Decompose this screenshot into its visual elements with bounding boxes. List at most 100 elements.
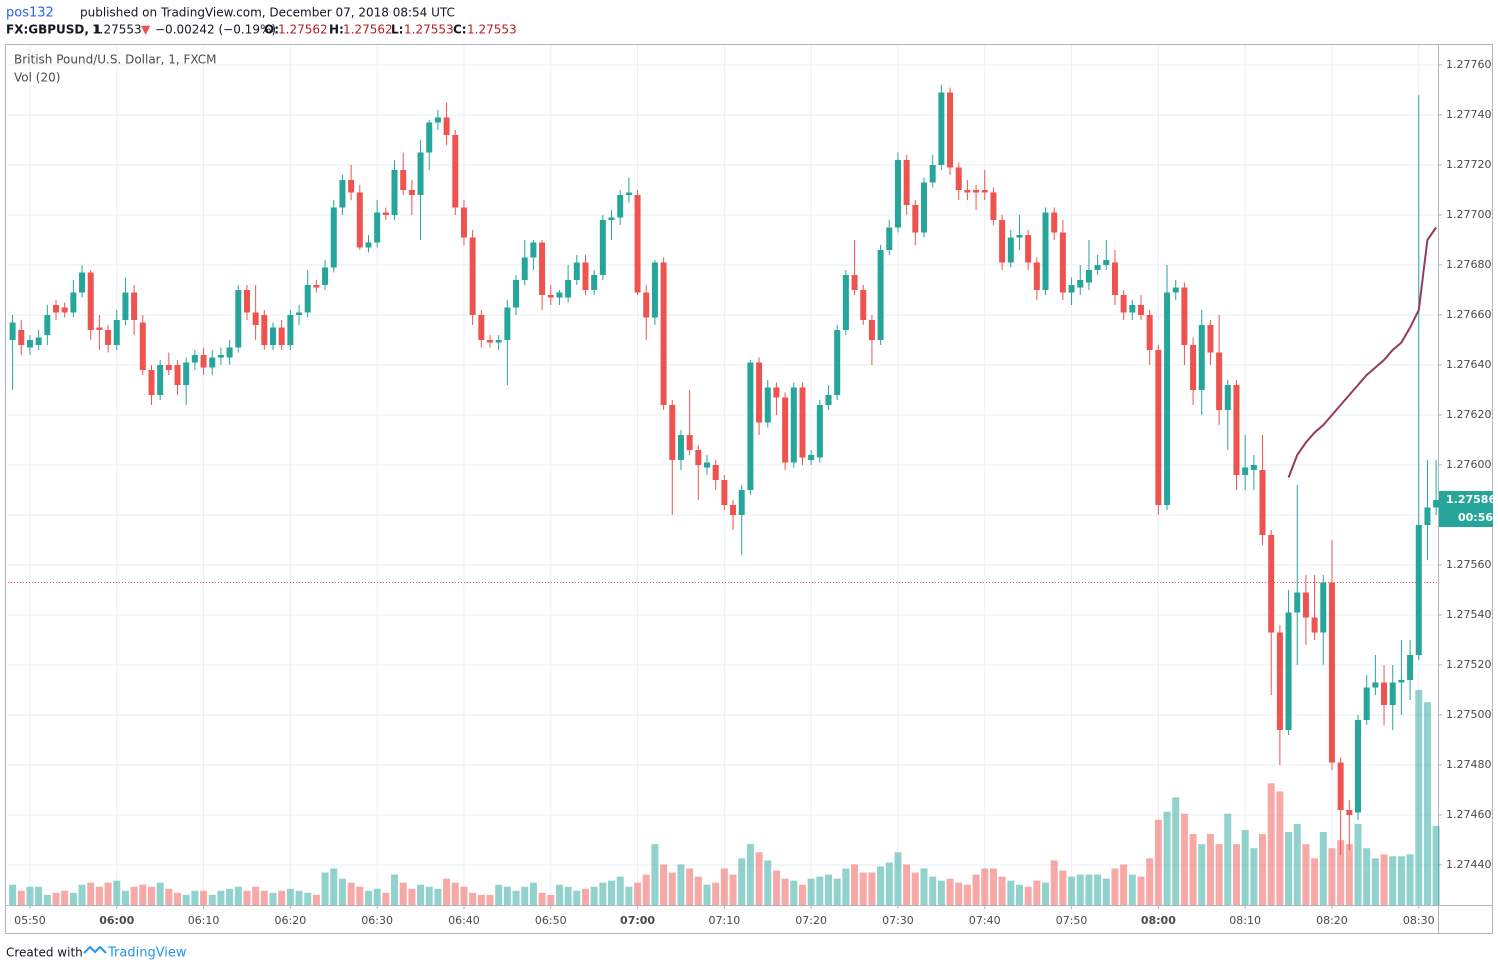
candle-body: [643, 292, 650, 318]
volume-bar: [1189, 834, 1197, 905]
candle-body: [487, 340, 493, 343]
volume-bar: [87, 882, 95, 905]
volume-bar: [955, 882, 963, 905]
candle-body: [1337, 762, 1344, 810]
candle-body: [903, 160, 910, 205]
logo: [83, 945, 107, 954]
candle-body: [1224, 385, 1231, 410]
candle-body: [434, 117, 441, 123]
published: published on TradingView.com, December 0…: [80, 6, 455, 20]
volume-bar: [512, 890, 520, 905]
candle-body: [799, 387, 806, 458]
volume-bar: [1172, 797, 1180, 905]
volume-bar: [1285, 831, 1293, 905]
volume-title: Vol (20): [14, 71, 60, 85]
candle-body: [513, 280, 520, 308]
candle-body: [1216, 352, 1223, 410]
volume-bar: [816, 876, 824, 905]
volume-bar: [825, 874, 833, 905]
candle-body: [1025, 235, 1032, 263]
y-tick-label: 1.27540: [1446, 608, 1492, 621]
volume-bar: [356, 886, 364, 905]
candle-body: [1129, 305, 1136, 313]
candle-body: [348, 180, 355, 193]
volume-bar: [217, 890, 225, 905]
h-value: 1.27562: [343, 23, 393, 37]
volume-bar: [139, 884, 147, 905]
candle-body: [947, 92, 954, 168]
volume-bar: [998, 876, 1006, 905]
candle-body: [53, 305, 59, 313]
y-tick-label: 1.27660: [1446, 308, 1492, 321]
candle-body: [825, 395, 832, 405]
y-tick-label: 1.27480: [1446, 758, 1492, 771]
candle-body: [1164, 292, 1171, 505]
volume-bar: [1206, 834, 1214, 905]
volume-bar: [660, 864, 668, 905]
x-tick-label: 07:40: [969, 914, 1001, 927]
volume-bar: [278, 890, 286, 905]
volume-bar: [1380, 854, 1388, 905]
candle-body: [1007, 237, 1014, 263]
y-tick-label: 1.27620: [1446, 408, 1492, 421]
volume-bar: [226, 888, 234, 905]
candle-body: [1242, 467, 1249, 475]
volume-bar: [304, 892, 312, 905]
candle-body: [573, 262, 580, 280]
x-tick-label: 06:50: [535, 914, 567, 927]
candle-body: [1059, 232, 1066, 293]
volume-bar: [989, 868, 997, 905]
volume-bar: [1389, 856, 1397, 905]
candle-body: [1250, 465, 1257, 470]
volume-bar: [573, 890, 581, 905]
volume-bar: [156, 882, 164, 905]
candle-body: [417, 152, 424, 195]
candle-body: [356, 192, 363, 248]
candle-body: [1033, 262, 1040, 290]
candle-body: [339, 180, 346, 208]
volume-bar: [1154, 819, 1162, 905]
candle-body: [330, 207, 337, 268]
volume-bar: [677, 864, 685, 905]
candle-body: [1207, 325, 1214, 353]
volume-bar: [755, 852, 763, 905]
volume-bar: [321, 872, 329, 905]
x-tick-label: 07:30: [882, 914, 914, 927]
candle-body: [634, 195, 641, 293]
candle-body: [26, 340, 33, 348]
volume-bar: [564, 886, 572, 905]
symbol: FX:GBPUSD, 1: [6, 23, 101, 37]
volume-bar: [373, 888, 381, 905]
volume-bar: [234, 886, 242, 905]
y-tick-label: 1.27500: [1446, 708, 1492, 721]
candle-body: [721, 480, 728, 505]
volume-bar: [1250, 848, 1258, 905]
volume-bar: [208, 894, 216, 905]
candle-body: [1424, 507, 1431, 525]
candle-body: [704, 462, 710, 468]
candle-body: [1233, 385, 1240, 475]
candle-body: [1398, 680, 1405, 683]
volume-bar: [1337, 840, 1345, 905]
candle-body: [87, 272, 94, 330]
volume-bar: [364, 890, 372, 905]
created-with: Created with: [6, 946, 83, 960]
author[interactable]: pos132: [6, 6, 54, 21]
volume-bar: [312, 894, 320, 905]
volume-bar: [981, 868, 989, 905]
volume-bar: [260, 890, 268, 905]
candle-body: [1111, 262, 1118, 295]
volume-bar: [460, 886, 468, 905]
candle-body: [400, 170, 407, 190]
candle-body: [1120, 295, 1127, 313]
candle-body: [1068, 285, 1075, 293]
volume-bar: [1276, 791, 1284, 905]
candle-body: [495, 340, 502, 343]
volume-bar: [903, 864, 911, 905]
volume-bar: [1302, 844, 1310, 905]
candle-body: [677, 435, 684, 460]
volume-bar: [1146, 858, 1154, 905]
volume-bar: [147, 886, 155, 905]
brand[interactable]: TradingView: [107, 946, 187, 961]
